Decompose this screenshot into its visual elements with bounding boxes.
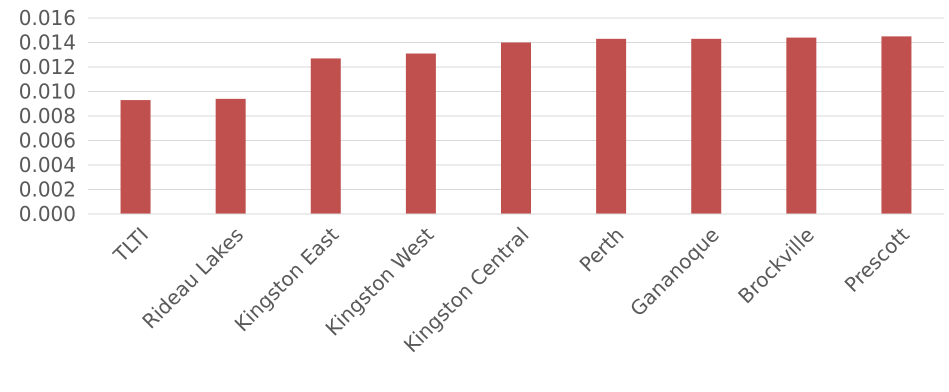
bar-rideau-lakes [215, 98, 246, 214]
y-tick-label: 0.006 [19, 129, 76, 153]
bar-gananoque [691, 38, 722, 215]
bar-kingston-central [501, 42, 531, 214]
x-category-label: Gananoque [625, 223, 723, 321]
bar-tlti [120, 100, 151, 214]
y-tick-label: 0.014 [19, 31, 76, 55]
y-tick-label: 0.000 [19, 202, 76, 226]
y-tick-label: 0.012 [19, 55, 76, 79]
y-axis-tick-labels: 0.0000.0020.0040.0060.0080.0100.0120.014… [19, 6, 76, 226]
bar-brockville [786, 37, 817, 214]
x-category-label: Brockville [733, 223, 819, 309]
y-tick-label: 0.008 [19, 104, 76, 128]
bar-prescott [881, 36, 912, 214]
bars [120, 36, 912, 215]
y-tick-label: 0.002 [19, 178, 76, 202]
y-tick-label: 0.016 [19, 6, 76, 30]
x-category-label: TLTI [108, 223, 153, 268]
x-category-label: Perth [575, 223, 629, 277]
y-tick-label: 0.004 [19, 153, 76, 177]
x-category-label: Prescott [840, 222, 914, 296]
bar-kingston-west [405, 53, 436, 215]
y-tick-label: 0.010 [19, 80, 76, 104]
bar-perth [596, 38, 627, 215]
bar-kingston-east [310, 58, 341, 214]
